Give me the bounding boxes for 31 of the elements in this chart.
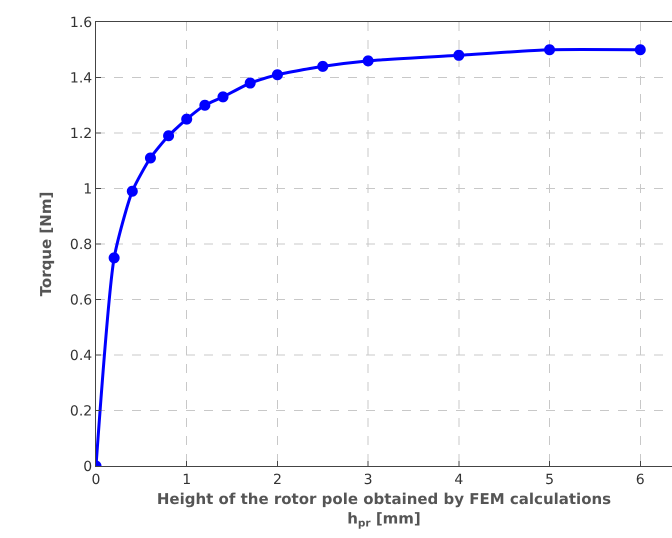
point	[217, 91, 228, 102]
y-tick-label: 1.4	[70, 70, 92, 86]
point	[544, 44, 556, 56]
point	[244, 78, 256, 89]
y-tick-label: 0.2	[70, 403, 92, 420]
x-tick-label: 1	[182, 472, 192, 488]
y-tick-label: 1.2	[70, 126, 92, 142]
x-axis-title: Height of the rotor pole obtained by FEM calculations h$_{pr}$ [mm]	[156, 490, 612, 530]
x-tick-label: 6	[636, 472, 645, 488]
point	[199, 100, 210, 111]
x-tick-label: 5	[545, 472, 554, 488]
y-tick-label: 0	[83, 458, 92, 475]
point	[126, 186, 138, 197]
y-tick-label: 1.6	[70, 14, 92, 31]
x-tick-label: 4	[454, 472, 464, 488]
y-axis-title: Torque [Nm]	[37, 192, 56, 296]
y-tick-label: 1	[83, 181, 92, 198]
point	[108, 252, 120, 264]
point	[362, 55, 374, 66]
point	[634, 44, 646, 56]
point	[272, 69, 283, 80]
x-tick-label: 2	[272, 472, 282, 488]
y-tick-label: 0.8	[70, 236, 92, 253]
point	[163, 130, 174, 142]
point	[317, 60, 328, 72]
y-tick-label: 0.6	[70, 292, 92, 308]
point	[144, 152, 156, 164]
x-tick-label: 3	[364, 472, 373, 488]
y-tick-label: 0.4	[70, 348, 92, 364]
point	[181, 114, 192, 125]
point	[453, 50, 464, 61]
